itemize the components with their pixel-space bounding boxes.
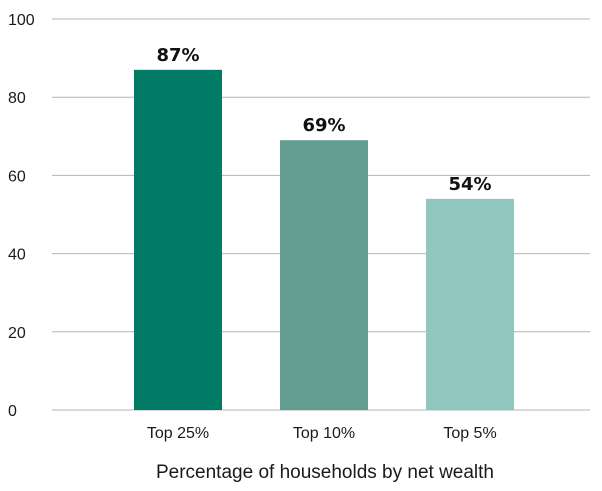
category-label-2: Top 10%	[293, 425, 355, 442]
y-axis-ticks: 0 20 40 60 80 100	[8, 12, 35, 420]
data-labels: 87% 69% 54%	[156, 45, 491, 195]
bar-3	[426, 198, 514, 410]
y-tick-label: 100	[8, 12, 35, 29]
category-label-3: Top 5%	[443, 425, 496, 442]
data-label-1: 87%	[156, 45, 199, 66]
y-tick-label: 60	[8, 168, 26, 185]
data-label-2: 69%	[302, 115, 345, 136]
x-axis-categories: Top 25% Top 10% Top 5%	[147, 425, 497, 442]
y-tick-label: 0	[8, 403, 17, 420]
bar-2	[280, 140, 368, 410]
y-tick-label: 40	[8, 247, 26, 264]
x-axis-title: Percentage of households by net wealth	[156, 462, 494, 483]
y-tick-label: 80	[8, 90, 26, 107]
bar-1	[134, 69, 222, 410]
category-label-1: Top 25%	[147, 425, 209, 442]
bars	[134, 69, 514, 410]
data-label-3: 54%	[448, 174, 491, 195]
y-tick-label: 20	[8, 325, 26, 342]
